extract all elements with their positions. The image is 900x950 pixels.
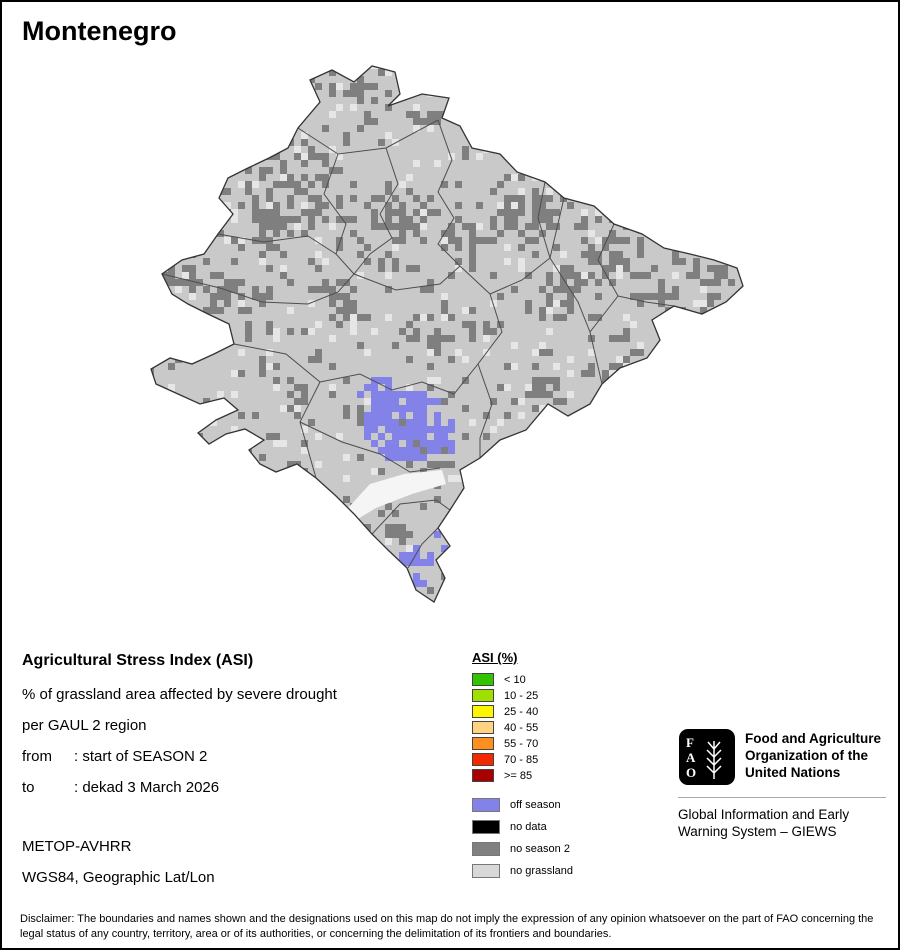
legend-label: no season 2 [510, 843, 570, 855]
legend-row: >= 85 [472, 769, 573, 782]
legend-swatch [472, 673, 494, 686]
fao-logo: F A O [679, 729, 735, 785]
giews-name-line: Warning System – GIEWS [678, 824, 837, 839]
legend-swatch [472, 737, 494, 750]
legend-label: no grassland [510, 865, 573, 877]
wheat-ear-icon [706, 741, 722, 779]
asi-description-line2: per GAUL 2 region [22, 717, 147, 734]
legend-row: < 10 [472, 673, 573, 686]
lake-area [348, 470, 446, 520]
disclaimer-text: Disclaimer: The boundaries and names sho… [20, 913, 874, 940]
legend-swatch [472, 705, 494, 718]
legend-swatch [472, 689, 494, 702]
legend-row: 10 - 25 [472, 689, 573, 702]
legend-label: 10 - 25 [504, 689, 539, 702]
page-title: Montenegro [22, 16, 177, 46]
period-to-row: to : dekad 3 March 2026 [22, 779, 462, 796]
legend-label: no data [510, 821, 547, 833]
to-value: : dekad 3 March 2026 [74, 779, 220, 796]
from-label: from [22, 748, 52, 765]
legend-row: 70 - 85 [472, 753, 573, 766]
svg-text:A: A [686, 750, 696, 765]
asi-description-line1: % of grassland area affected by severe d… [22, 686, 337, 703]
region-boundaries [161, 119, 675, 569]
legend-label: < 10 [504, 673, 526, 686]
giews-name-line: Global Information and Early [678, 807, 850, 822]
legend-swatch [472, 820, 500, 834]
legend-label: 70 - 85 [504, 753, 539, 766]
legend-label: 55 - 70 [504, 737, 539, 750]
fao-name-line: Food and Agriculture [745, 731, 881, 746]
legend-swatch [472, 842, 500, 856]
to-label: to [22, 779, 35, 796]
legend-extra: off season no data no season 2 no grassl… [472, 798, 573, 878]
legend-row: no data [472, 820, 573, 834]
legend-row: 25 - 40 [472, 705, 573, 718]
legend-row: 55 - 70 [472, 737, 573, 750]
legend-row: 40 - 55 [472, 721, 573, 734]
legend-label: 25 - 40 [504, 705, 539, 718]
fao-name-line: Organization of the [745, 748, 868, 763]
asi-heading: Agricultural Stress Index (ASI) [22, 652, 254, 669]
from-value: : start of SEASON 2 [74, 748, 208, 765]
legend: ASI (%) < 10 10 - 25 25 - 40 40 - 55 55 … [472, 650, 573, 886]
giews-name: Global Information and Early Warning Sys… [678, 806, 886, 840]
legend-swatch [472, 753, 494, 766]
org-divider [678, 797, 886, 798]
legend-swatch [472, 798, 500, 812]
legend-row: no grassland [472, 864, 573, 878]
fao-name-line: United Nations [745, 765, 841, 780]
legend-label: off season [510, 799, 561, 811]
fao-block: F A O Food and Agriculture Organization … [678, 728, 886, 786]
country-outline [150, 65, 744, 603]
period-from-row: from : start of SEASON 2 [22, 748, 462, 765]
svg-text:O: O [686, 765, 696, 780]
fao-name: Food and Agriculture Organization of the… [745, 728, 881, 781]
legend-row: no season 2 [472, 842, 573, 856]
legend-label: 40 - 55 [504, 721, 539, 734]
legend-row: off season [472, 798, 573, 812]
legend-title: ASI (%) [472, 650, 518, 665]
projection-name: WGS84, Geographic Lat/Lon [22, 869, 215, 886]
sensor-name: METOP-AVHRR [22, 838, 132, 855]
legend-label: >= 85 [504, 769, 533, 782]
svg-text:F: F [686, 735, 694, 750]
legend-swatch [472, 721, 494, 734]
info-block: Agricultural Stress Index (ASI) % of gra… [22, 652, 462, 810]
legend-swatch [472, 864, 500, 878]
off-season-pixels [154, 377, 455, 587]
org-block: F A O Food and Agriculture Organization … [678, 728, 886, 840]
sensor-block: METOP-AVHRR WGS84, Geographic Lat/Lon [22, 838, 462, 900]
legend-swatch [472, 769, 494, 782]
